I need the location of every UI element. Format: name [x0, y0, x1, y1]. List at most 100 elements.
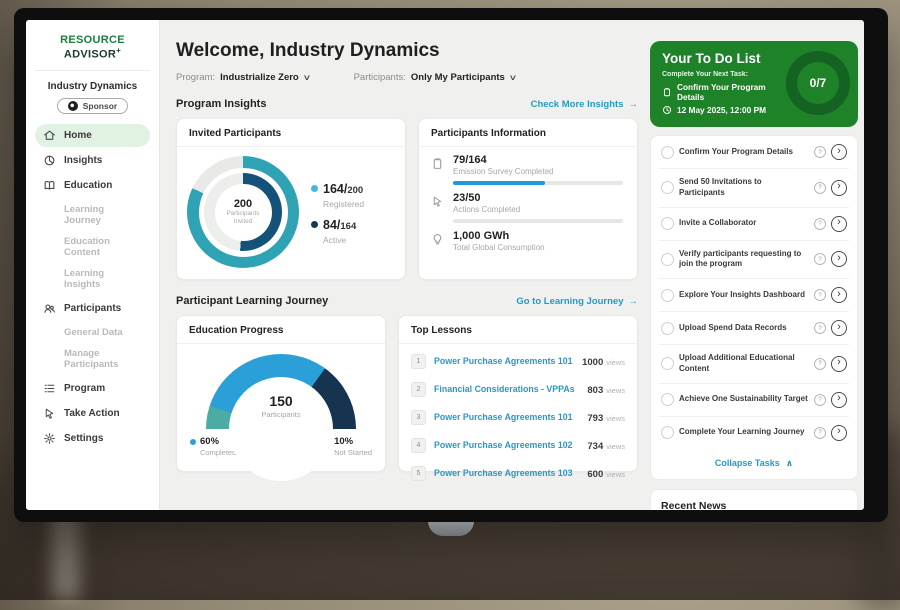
lesson-link[interactable]: Power Purchase Agreements 102 [434, 440, 573, 450]
sidebar-item-insights[interactable]: Insights [35, 149, 150, 172]
task-row[interactable]: Upload Additional Educational Content ? … [659, 345, 849, 384]
chevron-right-icon[interactable]: › [831, 180, 847, 196]
sidebar-item-manage-participants[interactable]: Manage Participants [35, 343, 150, 375]
sidebar-item-learning-journey[interactable]: Learning Journey [35, 199, 150, 231]
donut-center-value: 200 [234, 198, 252, 210]
chevron-right-icon[interactable]: › [831, 144, 847, 160]
views-suffix: views [606, 386, 625, 395]
program-dropdown[interactable]: Program: Industrialize Zero ∨ [176, 72, 310, 83]
lesson-rank: 4 [411, 438, 426, 453]
metric-total-consumption: 1,000 GWh Total Global Consumption [419, 223, 637, 252]
task-row[interactable]: Complete Your Learning Journey ? › [659, 417, 849, 449]
registered-dot-icon [311, 185, 318, 192]
sidebar-item-home[interactable]: Home [35, 124, 150, 147]
collapse-label: Collapse Tasks [715, 458, 780, 468]
sidebar-item-learning-insights[interactable]: Learning Insights [35, 263, 150, 295]
task-row[interactable]: Upload Spend Data Records ? › [659, 312, 849, 345]
task-row[interactable]: Explore Your Insights Dashboard ? › [659, 279, 849, 312]
task-label: Explore Your Insights Dashboard [679, 290, 809, 301]
participants-value: Only My Participants [411, 72, 505, 83]
help-icon[interactable]: ? [814, 427, 826, 439]
metric-label: Actions Completed [453, 205, 623, 214]
participants-dropdown[interactable]: Participants: Only My Participants ∨ [354, 72, 516, 83]
help-icon[interactable]: ? [814, 322, 826, 334]
task-row[interactable]: Achieve One Sustainability Target ? › [659, 384, 849, 417]
people-icon [43, 302, 56, 315]
sidebar-item-general-data[interactable]: General Data [35, 322, 150, 343]
task-checkbox[interactable] [661, 322, 674, 335]
chevron-down-icon: ∨ [508, 73, 517, 82]
registered-label: Registered [323, 199, 364, 209]
help-icon[interactable]: ? [814, 289, 826, 301]
participants-label: Participants: [354, 72, 406, 83]
help-icon[interactable]: ? [814, 253, 826, 265]
chevron-right-icon[interactable]: › [831, 287, 847, 303]
metric-value: 79/164 [453, 154, 623, 166]
chevron-right-icon[interactable]: › [831, 320, 847, 336]
views-suffix: views [606, 442, 625, 451]
task-checkbox[interactable] [661, 217, 674, 230]
task-checkbox[interactable] [661, 357, 674, 370]
completed-dot-icon [190, 439, 196, 445]
link-label: Check More Insights [531, 99, 624, 110]
help-icon[interactable]: ? [814, 182, 826, 194]
section-title-program-insights: Program Insights [176, 98, 266, 110]
program-label: Program: [176, 72, 215, 83]
task-checkbox[interactable] [661, 426, 674, 439]
lesson-link[interactable]: Power Purchase Agreements 101 [434, 412, 573, 422]
views-count: 793 [587, 413, 603, 424]
views-count: 803 [587, 385, 603, 396]
collapse-tasks-link[interactable]: Collapse Tasks ∧ [659, 449, 849, 479]
sidebar-item-program[interactable]: Program [35, 377, 150, 400]
sidebar-item-participants[interactable]: Participants [35, 297, 150, 320]
logo-secondary: ADVISOR [64, 49, 116, 61]
task-checkbox[interactable] [661, 181, 674, 194]
help-icon[interactable]: ? [814, 146, 826, 158]
metric-emission-survey: 79/164 Emission Survey Completed [419, 147, 637, 185]
chevron-right-icon[interactable]: › [831, 251, 847, 267]
task-label: Confirm Your Program Details [679, 147, 809, 158]
chevron-right-icon[interactable]: › [831, 392, 847, 408]
task-row[interactable]: Invite a Collaborator ? › [659, 208, 849, 241]
task-checkbox[interactable] [661, 146, 674, 159]
registered-value: 164/ [323, 182, 347, 196]
chevron-right-icon[interactable]: › [831, 356, 847, 372]
card-title: Invited Participants [177, 119, 405, 147]
recent-news-card: Recent News [650, 489, 858, 510]
metric-label: Total Global Consumption [453, 243, 623, 252]
metric-value: 23/50 [453, 192, 623, 204]
chevron-up-icon: ∧ [786, 458, 793, 469]
sidebar-item-settings[interactable]: Settings [35, 427, 150, 450]
task-label: Achieve One Sustainability Target [679, 394, 809, 405]
sidebar-item-take-action[interactable]: Take Action [35, 402, 150, 425]
lesson-row: 5 Power Purchase Agreements 103 600views [399, 459, 637, 487]
todo-panel: Your To Do List Complete Your Next Task:… [650, 20, 864, 510]
check-more-insights-link[interactable]: Check More Insights → [531, 99, 638, 110]
clipboard-icon [662, 87, 672, 97]
task-checkbox[interactable] [661, 253, 674, 266]
lesson-link[interactable]: Power Purchase Agreements 101 [434, 356, 573, 366]
sidebar-item-education[interactable]: Education [35, 174, 150, 197]
lesson-rank: 2 [411, 382, 426, 397]
lesson-link[interactable]: Power Purchase Agreements 103 [434, 468, 573, 478]
views-suffix: views [606, 358, 625, 367]
chevron-right-icon[interactable]: › [831, 216, 847, 232]
monitor-stand [428, 521, 474, 536]
task-checkbox[interactable] [661, 289, 674, 302]
gauge-center-value: 150 [269, 393, 292, 409]
go-to-learning-journey-link[interactable]: Go to Learning Journey → [516, 296, 638, 307]
todo-summary-card: Your To Do List Complete Your Next Task:… [650, 41, 858, 127]
task-row[interactable]: Confirm Your Program Details ? › [659, 136, 849, 169]
help-icon[interactable]: ? [814, 358, 826, 370]
education-progress-card: Education Progress 150 Participants 60% … [176, 315, 386, 472]
task-row[interactable]: Verify participants requesting to join t… [659, 241, 849, 280]
sidebar-item-education-content[interactable]: Education Content [35, 231, 150, 263]
chevron-right-icon[interactable]: › [831, 425, 847, 441]
task-row[interactable]: Send 50 Invitations to Participants ? › [659, 169, 849, 208]
task-checkbox[interactable] [661, 393, 674, 406]
help-icon[interactable]: ? [814, 394, 826, 406]
pie-chart-icon [43, 154, 56, 167]
help-icon[interactable]: ? [814, 218, 826, 230]
lesson-link[interactable]: Financial Considerations - VPPAs [434, 384, 575, 394]
lesson-row: 3 Power Purchase Agreements 101 793views [399, 403, 637, 431]
